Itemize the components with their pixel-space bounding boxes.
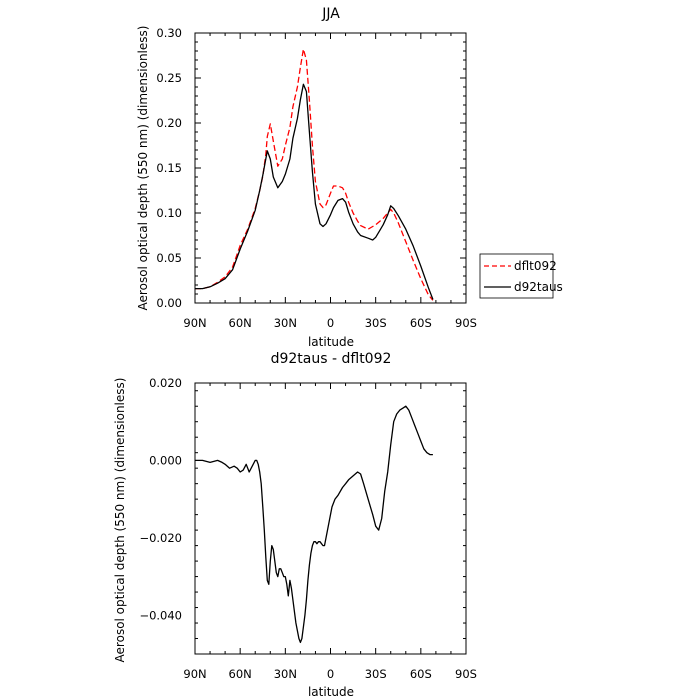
bottom-plot-lines [195, 405, 433, 644]
top-panel: JJA Aerosol optical depth (550 nm) (dime… [136, 6, 477, 349]
x-tick-label: 60N [229, 316, 252, 330]
top-plot-lines [195, 48, 434, 301]
x-tick-label: 60N [229, 667, 252, 681]
legend-box [479, 253, 554, 299]
y-tick-label: 0.020 [149, 376, 182, 390]
bottom-chart-title: d92taus - dflt092 [271, 351, 392, 367]
y-tick-label: 0.30 [156, 26, 182, 40]
top-chart-title: JJA [321, 6, 340, 22]
bottom-y-axis-label: Aerosol optical depth (550 nm) (dimensio… [113, 378, 127, 663]
x-tick-label: 0 [327, 316, 334, 330]
x-tick-label: 60S [410, 667, 432, 681]
x-tick-label: 90N [183, 316, 206, 330]
legend-label-d92taus: d92taus [514, 280, 563, 294]
x-tick-label: 30N [274, 316, 297, 330]
x-tick-label: 90N [183, 667, 206, 681]
x-tick-label: 90S [455, 667, 477, 681]
top-axis-ticks: 90N 60N 30N 0 30S 60S 90S 0.00 0.05 0.10 0.15 0.20 0… [156, 26, 477, 330]
legend-label-dflt092: dflt092 [514, 259, 557, 273]
bottom-panel: d92taus - dflt092 Aerosol optical depth … [113, 351, 477, 699]
y-tick-label: 0.10 [156, 206, 182, 220]
x-tick-label: 30S [365, 316, 387, 330]
top-x-axis-label: latitude [308, 335, 354, 349]
y-tick-label: 0.20 [156, 116, 182, 130]
y-tick-label: 0.15 [156, 161, 182, 175]
y-tick-label: 0.00 [156, 296, 182, 310]
series-line-dflt092 [195, 48, 434, 301]
x-tick-label: 60S [410, 316, 432, 330]
x-tick-label: 90S [455, 316, 477, 330]
y-tick-label: 0.25 [156, 71, 182, 85]
x-tick-label: 30S [365, 667, 387, 681]
top-y-axis-label: Aerosol optical depth (550 nm) (dimensio… [136, 26, 150, 311]
y-tick-label: −0.020 [139, 531, 182, 545]
y-tick-label: 0.000 [149, 453, 182, 467]
x-tick-label: 30N [274, 667, 297, 681]
top-plot-frame [194, 32, 467, 304]
x-tick-label: 0 [327, 667, 334, 681]
y-tick-label: 0.05 [156, 251, 182, 265]
bottom-x-axis-label: latitude [308, 685, 354, 699]
bottom-plot-frame [194, 382, 467, 655]
legend: dflt092 d92taus [479, 253, 563, 299]
bottom-axis-ticks: 90N 60N 30N 0 30S 60S 90S 0.020 0.000 −0.020 −0.04… [139, 376, 477, 681]
series-line-d92taus [195, 83, 434, 300]
y-tick-label: −0.040 [139, 608, 182, 622]
series-line-series-0 [195, 405, 433, 644]
